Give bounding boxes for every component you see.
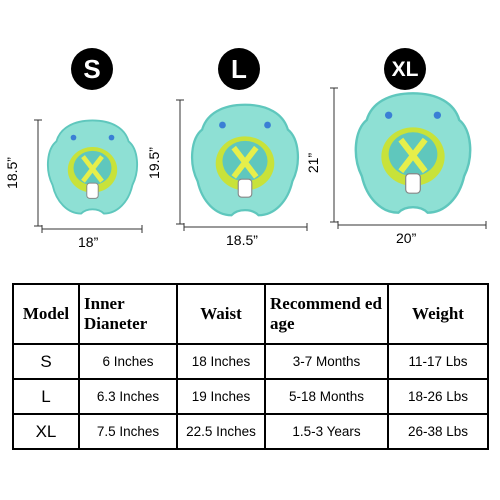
size-badge-l: L bbox=[218, 48, 260, 90]
size-table: Model Inner Dianeter Waist Recommend ed … bbox=[12, 283, 489, 450]
size-badge-s: S bbox=[71, 48, 113, 90]
cell-inner-diameter: 6 Inches bbox=[78, 343, 178, 380]
cell-inner-diameter: 7.5 Inches bbox=[78, 413, 178, 450]
header-model: Model bbox=[12, 283, 80, 345]
height-label-s: 18.5” bbox=[3, 157, 20, 189]
cell-weight: 26-38 Lbs bbox=[387, 413, 489, 450]
swim-float-image-s bbox=[47, 119, 138, 215]
width-label-l: 18.5” bbox=[226, 232, 258, 248]
width-label-xl: 20” bbox=[396, 230, 417, 246]
cell-inner-diameter: 6.3 Inches bbox=[78, 378, 178, 415]
cell-waist: 18 Inches bbox=[176, 343, 266, 380]
table-row: L 6.3 Inches 19 Inches 5-18 Months 18-26… bbox=[12, 378, 489, 415]
height-label-l: 19.5” bbox=[145, 147, 162, 179]
size-badge-xl: XL bbox=[384, 48, 426, 90]
cell-weight: 18-26 Lbs bbox=[387, 378, 489, 415]
cell-model: S bbox=[12, 343, 80, 380]
header-recommended-age: Recommend ed age bbox=[264, 283, 389, 345]
table-header-row: Model Inner Dianeter Waist Recommend ed … bbox=[12, 283, 489, 345]
header-weight: Weight bbox=[387, 283, 489, 345]
header-inner-diameter: Inner Dianeter bbox=[78, 283, 178, 345]
width-label-s: 18” bbox=[78, 234, 99, 250]
cell-age: 3-7 Months bbox=[264, 343, 389, 380]
table-row: S 6 Inches 18 Inches 3-7 Months 11-17 Lb… bbox=[12, 343, 489, 380]
cell-weight: 11-17 Lbs bbox=[387, 343, 489, 380]
cell-waist: 19 Inches bbox=[176, 378, 266, 415]
cell-age: 1.5-3 Years bbox=[264, 413, 389, 450]
height-label-xl: 21” bbox=[305, 152, 322, 174]
swim-float-image-xl bbox=[354, 92, 472, 214]
swim-float-image-l bbox=[191, 103, 299, 217]
cell-model: XL bbox=[12, 413, 80, 450]
header-waist: Waist bbox=[176, 283, 266, 345]
cell-waist: 22.5 Inches bbox=[176, 413, 266, 450]
cell-age: 5-18 Months bbox=[264, 378, 389, 415]
cell-model: L bbox=[12, 378, 80, 415]
table-row: XL 7.5 Inches 22.5 Inches 1.5-3 Years 26… bbox=[12, 413, 489, 450]
